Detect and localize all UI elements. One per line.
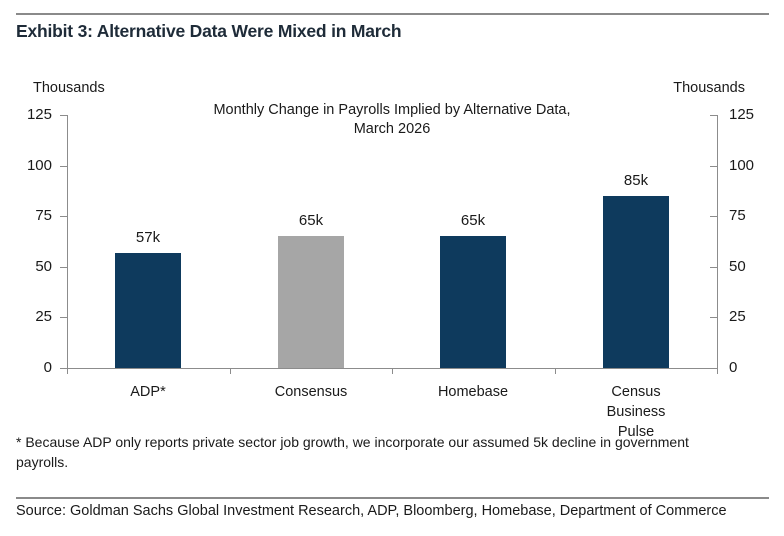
y-tick-right <box>710 216 717 217</box>
y-tick-right <box>710 317 717 318</box>
bottom-rule <box>16 497 769 499</box>
chart-title-line-1: Monthly Change in Payrolls Implied by Al… <box>213 102 571 118</box>
y-tick-right <box>710 166 717 167</box>
bar-value-label: 85k <box>623 172 649 189</box>
y-tick-right <box>710 115 717 116</box>
y-tick-left <box>60 267 67 268</box>
top-rule <box>16 13 769 15</box>
y-tick-right <box>710 368 717 369</box>
left-axis-unit-label: Thousands <box>33 80 105 96</box>
bar-value-label: 65k <box>298 212 324 229</box>
y-tick-left <box>60 368 67 369</box>
x-axis-tick <box>230 368 231 374</box>
bar-2 <box>278 236 344 368</box>
chart-title: Monthly Change in Payrolls Implied by Al… <box>67 101 717 139</box>
bar-3 <box>440 236 506 368</box>
bar-1 <box>115 253 181 368</box>
exhibit-title: Exhibit 3: Alternative Data Were Mixed i… <box>16 21 402 41</box>
y-tick-right <box>710 267 717 268</box>
y-tick-label-left: 25 <box>35 308 52 325</box>
y-tick-label-right: 25 <box>729 308 746 325</box>
x-axis-tick <box>67 368 68 374</box>
footnote: * Because ADP only reports private secto… <box>16 434 689 470</box>
y-tick-label-left: 75 <box>35 207 52 224</box>
y-tick-label-left: 125 <box>26 106 52 123</box>
right-axis-unit-label: Thousands <box>673 80 745 96</box>
y-tick-left <box>60 166 67 167</box>
y-tick-left <box>60 115 67 116</box>
y-tick-label-left: 50 <box>35 258 52 275</box>
y-axis-right-line <box>717 115 718 368</box>
y-axis-left-line <box>67 115 68 368</box>
x-axis-tick <box>392 368 393 374</box>
chart-title-line-2: March 2026 <box>353 121 431 137</box>
bar-value-label: 57k <box>135 229 161 246</box>
source-line: Source: Goldman Sachs Global Investment … <box>16 503 727 519</box>
y-tick-label-right: 50 <box>729 258 746 275</box>
y-tick-label-right: 0 <box>729 359 738 376</box>
bar-4 <box>603 196 669 368</box>
y-tick-label-right: 125 <box>729 106 755 123</box>
bar-value-label: 65k <box>460 212 486 229</box>
y-tick-left <box>60 317 67 318</box>
y-tick-label-left: 0 <box>43 359 52 376</box>
category-label: Census Business Pulse <box>606 384 666 440</box>
y-tick-label-right: 75 <box>729 207 746 224</box>
x-axis-tick <box>555 368 556 374</box>
category-label: Consensus <box>274 384 348 400</box>
y-tick-left <box>60 216 67 217</box>
y-tick-label-right: 100 <box>729 157 755 174</box>
category-label: ADP* <box>130 384 166 400</box>
category-label: Homebase <box>437 384 509 400</box>
x-axis-tick <box>717 368 718 374</box>
y-tick-label-left: 100 <box>26 157 52 174</box>
